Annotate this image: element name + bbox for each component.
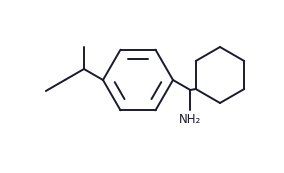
Text: NH₂: NH₂ bbox=[179, 113, 201, 126]
